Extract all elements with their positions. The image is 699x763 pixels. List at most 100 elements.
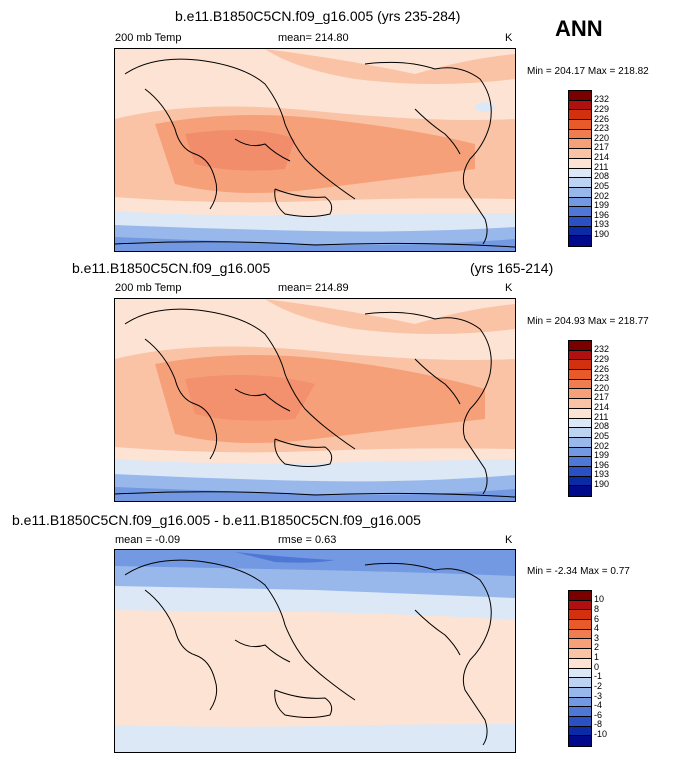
panel2-title-years: (yrs 165-214) (470, 260, 554, 276)
colorbar-swatch (569, 658, 591, 669)
colorbar-swatch (569, 687, 591, 698)
colorbar-tick-label: 10 (594, 594, 605, 604)
panel2-title: b.e11.B1850C5CN.f09_g16.005 (72, 260, 271, 276)
panel3-title: b.e11.B1850C5CN.f09_g16.005 - b.e11.B185… (12, 512, 421, 528)
colorbar-swatch (569, 187, 591, 198)
panel1-minmax: Min = 204.17 Max = 218.82 (527, 66, 649, 77)
season-label: ANN (555, 16, 603, 41)
colorbar-swatch (569, 389, 591, 400)
colorbar-swatch (569, 120, 591, 130)
colorbar-swatch (569, 197, 591, 208)
panel1-colorbar (568, 90, 592, 247)
colorbar-tick-label: 190 (594, 229, 610, 239)
colorbar-swatch (569, 178, 591, 188)
colorbar-tick-label: -3 (594, 691, 603, 701)
colorbar-tick-label: 199 (594, 200, 610, 210)
colorbar-tick-label: 223 (594, 123, 610, 133)
colorbar-tick-label: 214 (594, 402, 610, 412)
colorbar-tick-label: 4 (594, 623, 600, 633)
panel3-map (114, 549, 516, 753)
colorbar-swatch (569, 399, 591, 409)
colorbar-tick-label: 217 (594, 142, 610, 152)
colorbar-tick-label: 190 (594, 479, 610, 489)
colorbar-swatch (569, 350, 591, 361)
colorbar-swatch (569, 600, 591, 611)
colorbar-swatch (569, 91, 591, 101)
colorbar-swatch (569, 129, 591, 140)
panel1-title: b.e11.B1850C5CN.f09_g16.005 (yrs 235-284… (175, 8, 461, 24)
colorbar-swatch (569, 620, 591, 630)
colorbar-swatch (569, 360, 591, 371)
colorbar-tick-label: 202 (594, 441, 610, 451)
colorbar-tick-label: 8 (594, 604, 600, 614)
colorbar-swatch (569, 447, 591, 458)
panel1-mean-label: mean= 214.80 (278, 32, 349, 44)
colorbar-swatch (569, 639, 591, 650)
colorbar-swatch (569, 428, 591, 438)
colorbar-swatch (569, 726, 591, 737)
colorbar-swatch (569, 437, 591, 448)
colorbar-tick-label: 229 (594, 104, 610, 114)
panel2-units: K (505, 282, 513, 294)
colorbar-tick-label: 211 (594, 412, 609, 422)
panel3-units: K (505, 534, 513, 546)
colorbar-tick-label: -10 (594, 729, 608, 739)
colorbar-tick-label: 211 (594, 162, 609, 172)
colorbar-swatch (569, 697, 591, 708)
colorbar-tick-label: 193 (594, 219, 610, 229)
colorbar-swatch (569, 457, 591, 467)
colorbar-swatch (569, 207, 591, 217)
panel3-colorbar (568, 590, 592, 747)
colorbar-tick-label: 220 (594, 383, 610, 393)
colorbar-swatch (569, 226, 591, 237)
colorbar-tick-label: 196 (594, 210, 610, 220)
panel1-units: K (505, 32, 513, 44)
colorbar-tick-label: 226 (594, 114, 610, 124)
colorbar-swatch (569, 100, 591, 111)
colorbar-tick-label: 214 (594, 152, 610, 162)
panel3-rmse-label: rmse = 0.63 (278, 534, 337, 546)
colorbar-tick-label: 193 (594, 469, 610, 479)
panel2-colorbar (568, 340, 592, 497)
colorbar-swatch (569, 476, 591, 487)
panel1-left-label: 200 mb Temp (115, 32, 182, 44)
colorbar-swatch (569, 236, 591, 246)
panel2-minmax: Min = 204.93 Max = 218.77 (527, 316, 649, 327)
colorbar-tick-label: -1 (594, 671, 603, 681)
colorbar-swatch (569, 610, 591, 621)
colorbar-tick-label: 208 (594, 171, 610, 181)
colorbar-swatch (569, 591, 591, 601)
colorbar-tick-label: 3 (594, 633, 600, 643)
colorbar-swatch (569, 139, 591, 150)
colorbar-swatch (569, 736, 591, 746)
panel2-mean-label: mean= 214.89 (278, 282, 349, 294)
colorbar-swatch (569, 418, 591, 429)
colorbar-swatch (569, 408, 591, 419)
panel2-map (114, 298, 516, 502)
colorbar-swatch (569, 216, 591, 227)
colorbar-swatch (569, 370, 591, 380)
panel3-mean-label: mean = -0.09 (115, 534, 181, 546)
panel3-minmax: Min = -2.34 Max = 0.77 (527, 566, 630, 577)
colorbar-tick-label: 229 (594, 354, 610, 364)
colorbar-tick-label: 1 (594, 652, 600, 662)
colorbar-swatch (569, 678, 591, 688)
colorbar-tick-label: 220 (594, 133, 610, 143)
colorbar-swatch (569, 629, 591, 640)
colorbar-swatch (569, 707, 591, 717)
panel2-left-label: 200 mb Temp (115, 282, 182, 294)
colorbar-tick-label: 199 (594, 450, 610, 460)
panel1-map (114, 48, 516, 252)
colorbar-tick-label: 205 (594, 431, 610, 441)
colorbar-swatch (569, 168, 591, 179)
colorbar-tick-label: -6 (594, 710, 603, 720)
colorbar-swatch (569, 486, 591, 496)
colorbar-swatch (569, 716, 591, 727)
colorbar-swatch (569, 110, 591, 121)
colorbar-swatch (569, 668, 591, 679)
colorbar-tick-label: 232 (594, 344, 610, 354)
colorbar-tick-label: 208 (594, 421, 610, 431)
colorbar-tick-label: 196 (594, 460, 610, 470)
colorbar-tick-label: 217 (594, 392, 610, 402)
colorbar-tick-label: -8 (594, 719, 603, 729)
